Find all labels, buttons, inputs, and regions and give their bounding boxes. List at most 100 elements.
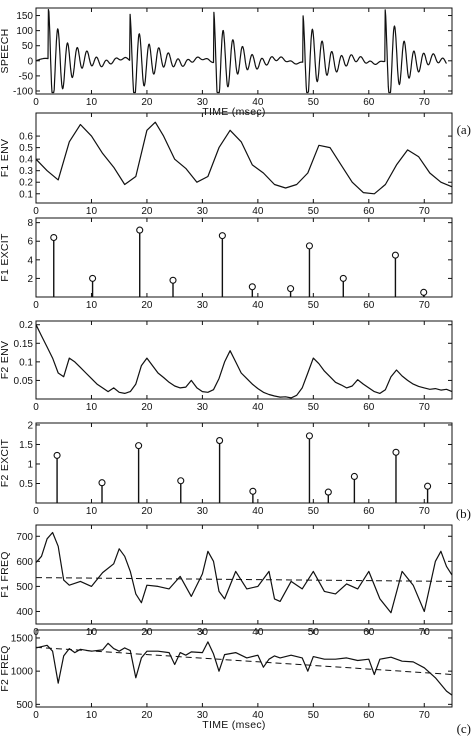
x-tick-label: 10 (86, 710, 98, 721)
y-tick-label: 100 (16, 26, 33, 37)
y-tick-label: 2 (27, 420, 33, 431)
y-tick-label: 500 (16, 700, 33, 711)
x-tick-label: 30 (197, 710, 209, 721)
stem-marker (216, 437, 224, 445)
y-tick-label: 1000 (11, 667, 34, 678)
x-tick-label: 50 (308, 506, 320, 517)
y-tick-label: 50 (22, 41, 34, 52)
x-tick-label: 50 (308, 206, 320, 217)
x-tick-label: 40 (252, 710, 264, 721)
stem-marker (391, 251, 399, 259)
plot-frame (35, 320, 453, 400)
x-axis-label: TIME (msec) (202, 106, 265, 118)
y-tick-label: 0.5 (19, 479, 33, 490)
x-tick-label: 70 (419, 97, 431, 108)
plot-frame (35, 524, 453, 625)
x-tick-label: 0 (33, 402, 39, 413)
y-tick-label: 0.3 (19, 166, 33, 177)
x-tick-label: 30 (197, 506, 209, 517)
x-tick-label: 0 (33, 506, 39, 517)
x-tick-label: 0 (33, 710, 39, 721)
plot-frame (35, 7, 453, 95)
y-tick-label: 500 (16, 582, 33, 593)
x-tick-label: 20 (141, 506, 153, 517)
f1-freq-panel: 010203040506070400500600700F1 FREQ (0, 524, 453, 638)
y-tick-label: -50 (19, 71, 34, 82)
stem-marker (177, 477, 185, 485)
y-tick-label: 1.5 (19, 440, 33, 451)
y-tick-label: 0.1 (19, 189, 33, 200)
x-tick-label: 20 (141, 402, 153, 413)
series-line (35, 324, 453, 399)
y-axis-label: F1 FREQ (0, 551, 11, 597)
y-tick-label: 600 (16, 557, 33, 568)
panel-label-b: (b) (456, 506, 471, 521)
y-tick-label: 8 (27, 218, 33, 229)
y-tick-label: 0.4 (19, 155, 33, 166)
panel-label-a: (a) (457, 122, 471, 137)
x-tick-label: 10 (86, 506, 98, 517)
y-tick-label: 1 (27, 459, 33, 470)
x-tick-label: 20 (141, 97, 153, 108)
x-axis-label: TIME (msec) (202, 719, 265, 731)
y-tick-label: 2 (27, 274, 33, 285)
x-tick-label: 40 (252, 97, 264, 108)
x-tick-label: 60 (363, 206, 375, 217)
f2-env-panel: 0 10 20 30 40 50 60 70 0.05 0.1 0.15 0.2 F2 ENV (0, 320, 453, 413)
x-tick-label: 70 (419, 710, 431, 721)
x-tick-label: 10 (86, 300, 98, 311)
x-tick-label: 50 (308, 300, 320, 311)
x-tick-label: 70 (419, 300, 431, 311)
plot-frame (35, 112, 453, 204)
y-axis-label: F2 EXCIT (0, 438, 11, 487)
x-tick-label: 0 (33, 206, 39, 217)
x-tick-label: 70 (419, 506, 431, 517)
stem-marker (305, 432, 314, 440)
x-tick-label: 0 (33, 300, 39, 311)
x-tick-label: 40 (252, 206, 264, 217)
y-tick-label: 0.2 (19, 320, 33, 331)
plot-frame (35, 629, 453, 708)
y-tick-label: 400 (16, 607, 33, 618)
x-tick-label: 40 (252, 300, 264, 311)
stem-marker (50, 233, 58, 242)
x-tick-label: 60 (363, 402, 375, 413)
x-tick-label: 50 (308, 710, 320, 721)
y-tick-label: 0.5 (19, 143, 33, 154)
x-tick-label: 50 (308, 97, 320, 108)
y-tick-label: 0.2 (19, 178, 33, 189)
stem-marker (339, 274, 347, 282)
stem-marker (248, 283, 256, 291)
x-tick-label: 30 (197, 402, 209, 413)
x-tick-label: 60 (363, 300, 375, 311)
x-tick-label: 30 (197, 300, 209, 311)
x-tick-label: 40 (252, 506, 264, 517)
series-line (35, 8, 447, 94)
x-tick-label: 70 (419, 402, 431, 413)
x-tick-label: 20 (141, 300, 153, 311)
y-tick-label: 0.1 (19, 357, 33, 368)
x-tick-label: 60 (363, 97, 375, 108)
stem-marker (424, 482, 432, 490)
stem-marker (135, 442, 143, 450)
stem-marker (136, 226, 144, 234)
y-tick-label: 0.15 (14, 339, 34, 350)
y-tick-label: 6 (27, 237, 33, 248)
x-tick-label: 30 (197, 206, 209, 217)
x-tick-label: 10 (86, 206, 98, 217)
x-tick-label: 20 (141, 710, 153, 721)
stem-marker (218, 232, 226, 240)
series-line (35, 531, 453, 614)
y-tick-label: -100 (13, 86, 33, 97)
stem-marker (392, 448, 400, 456)
x-tick-label: 0 (33, 97, 39, 108)
trend-line (35, 646, 453, 675)
x-tick-label: 70 (419, 206, 431, 217)
y-tick-label: 0.05 (14, 376, 34, 387)
stem-marker (169, 276, 177, 284)
trend-line (35, 577, 453, 582)
stem-marker (287, 285, 295, 293)
y-tick-label: 1500 (11, 633, 34, 644)
